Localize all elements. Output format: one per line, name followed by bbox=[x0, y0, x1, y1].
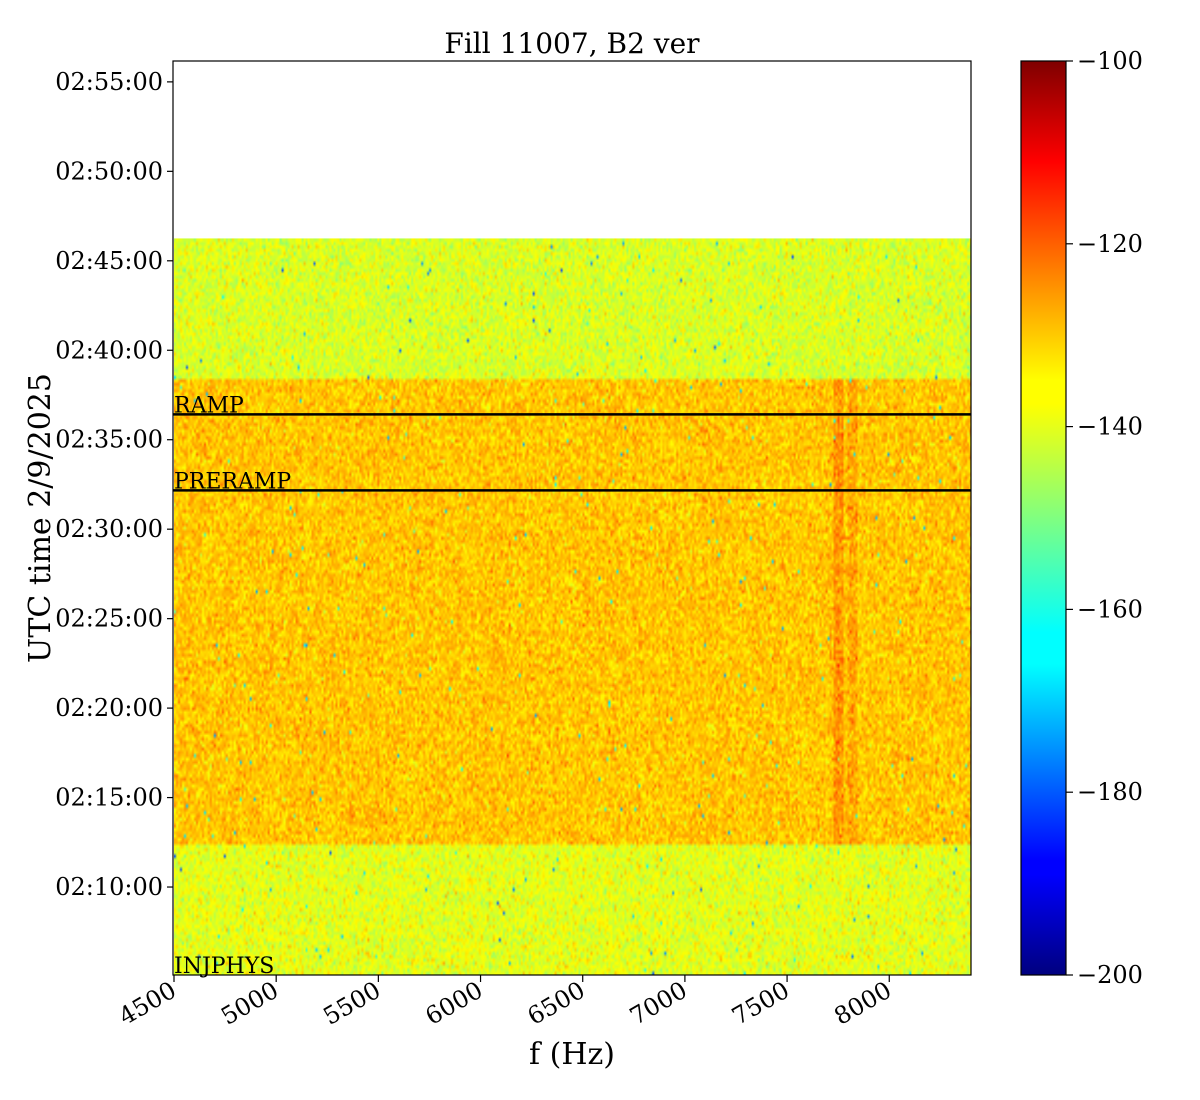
chart-title: Fill 11007, B2 ver bbox=[444, 27, 700, 60]
y-tick-label: 02:10:00 bbox=[55, 873, 163, 901]
y-tick-label: 02:55:00 bbox=[55, 68, 163, 96]
y-tick-label: 02:25:00 bbox=[55, 605, 163, 633]
y-tick-label: 02:20:00 bbox=[55, 694, 163, 722]
colorbar bbox=[1020, 60, 1067, 976]
y-tick-label: 02:40:00 bbox=[55, 336, 163, 364]
plot-frame bbox=[172, 60, 972, 976]
colorbar-tick-label: −160 bbox=[1077, 595, 1143, 623]
spectrogram-image bbox=[174, 238, 971, 975]
y-tick-label: 02:30:00 bbox=[55, 515, 163, 543]
x-tick-label: 5500 bbox=[318, 976, 385, 1031]
x-tick-label: 5000 bbox=[216, 976, 283, 1031]
y-tick-label: 02:45:00 bbox=[55, 247, 163, 275]
y-tick-label: 02:50:00 bbox=[55, 157, 163, 185]
colorbar-tick-label: −180 bbox=[1077, 778, 1143, 806]
x-tick-label: 4500 bbox=[114, 976, 181, 1031]
colorbar-tick-label: −200 bbox=[1077, 961, 1143, 989]
y-axis-label: UTC time 2/9/2025 bbox=[23, 373, 58, 663]
event-label: PRERAMP bbox=[174, 469, 291, 494]
event-label: RAMP bbox=[174, 393, 244, 418]
colorbar-axis: −100 −120 −140 −160 −180 −200 bbox=[1066, 47, 1143, 989]
colorbar-tick-label: −120 bbox=[1077, 230, 1143, 258]
y-tick-label: 02:35:00 bbox=[55, 426, 163, 454]
colorbar-tick-label: −140 bbox=[1077, 413, 1143, 441]
y-axis: 02:10:00 02:15:00 02:20:00 02:25:00 02:30:00… bbox=[55, 68, 173, 901]
x-tick-label: 7000 bbox=[625, 976, 692, 1031]
x-tick-label: 6500 bbox=[523, 976, 590, 1031]
x-axis: 4500 5000 5500 6000 6500 7000 7500 8000 bbox=[114, 975, 896, 1031]
x-axis-label: f (Hz) bbox=[529, 1037, 615, 1072]
spectrogram-heatmap bbox=[174, 238, 971, 975]
x-tick-label: 8000 bbox=[829, 976, 896, 1031]
colorbar-tick-label: −100 bbox=[1077, 47, 1143, 75]
x-tick-label: 7500 bbox=[727, 976, 794, 1031]
y-tick-label: 02:15:00 bbox=[55, 784, 163, 812]
x-tick-label: 6000 bbox=[421, 976, 488, 1031]
